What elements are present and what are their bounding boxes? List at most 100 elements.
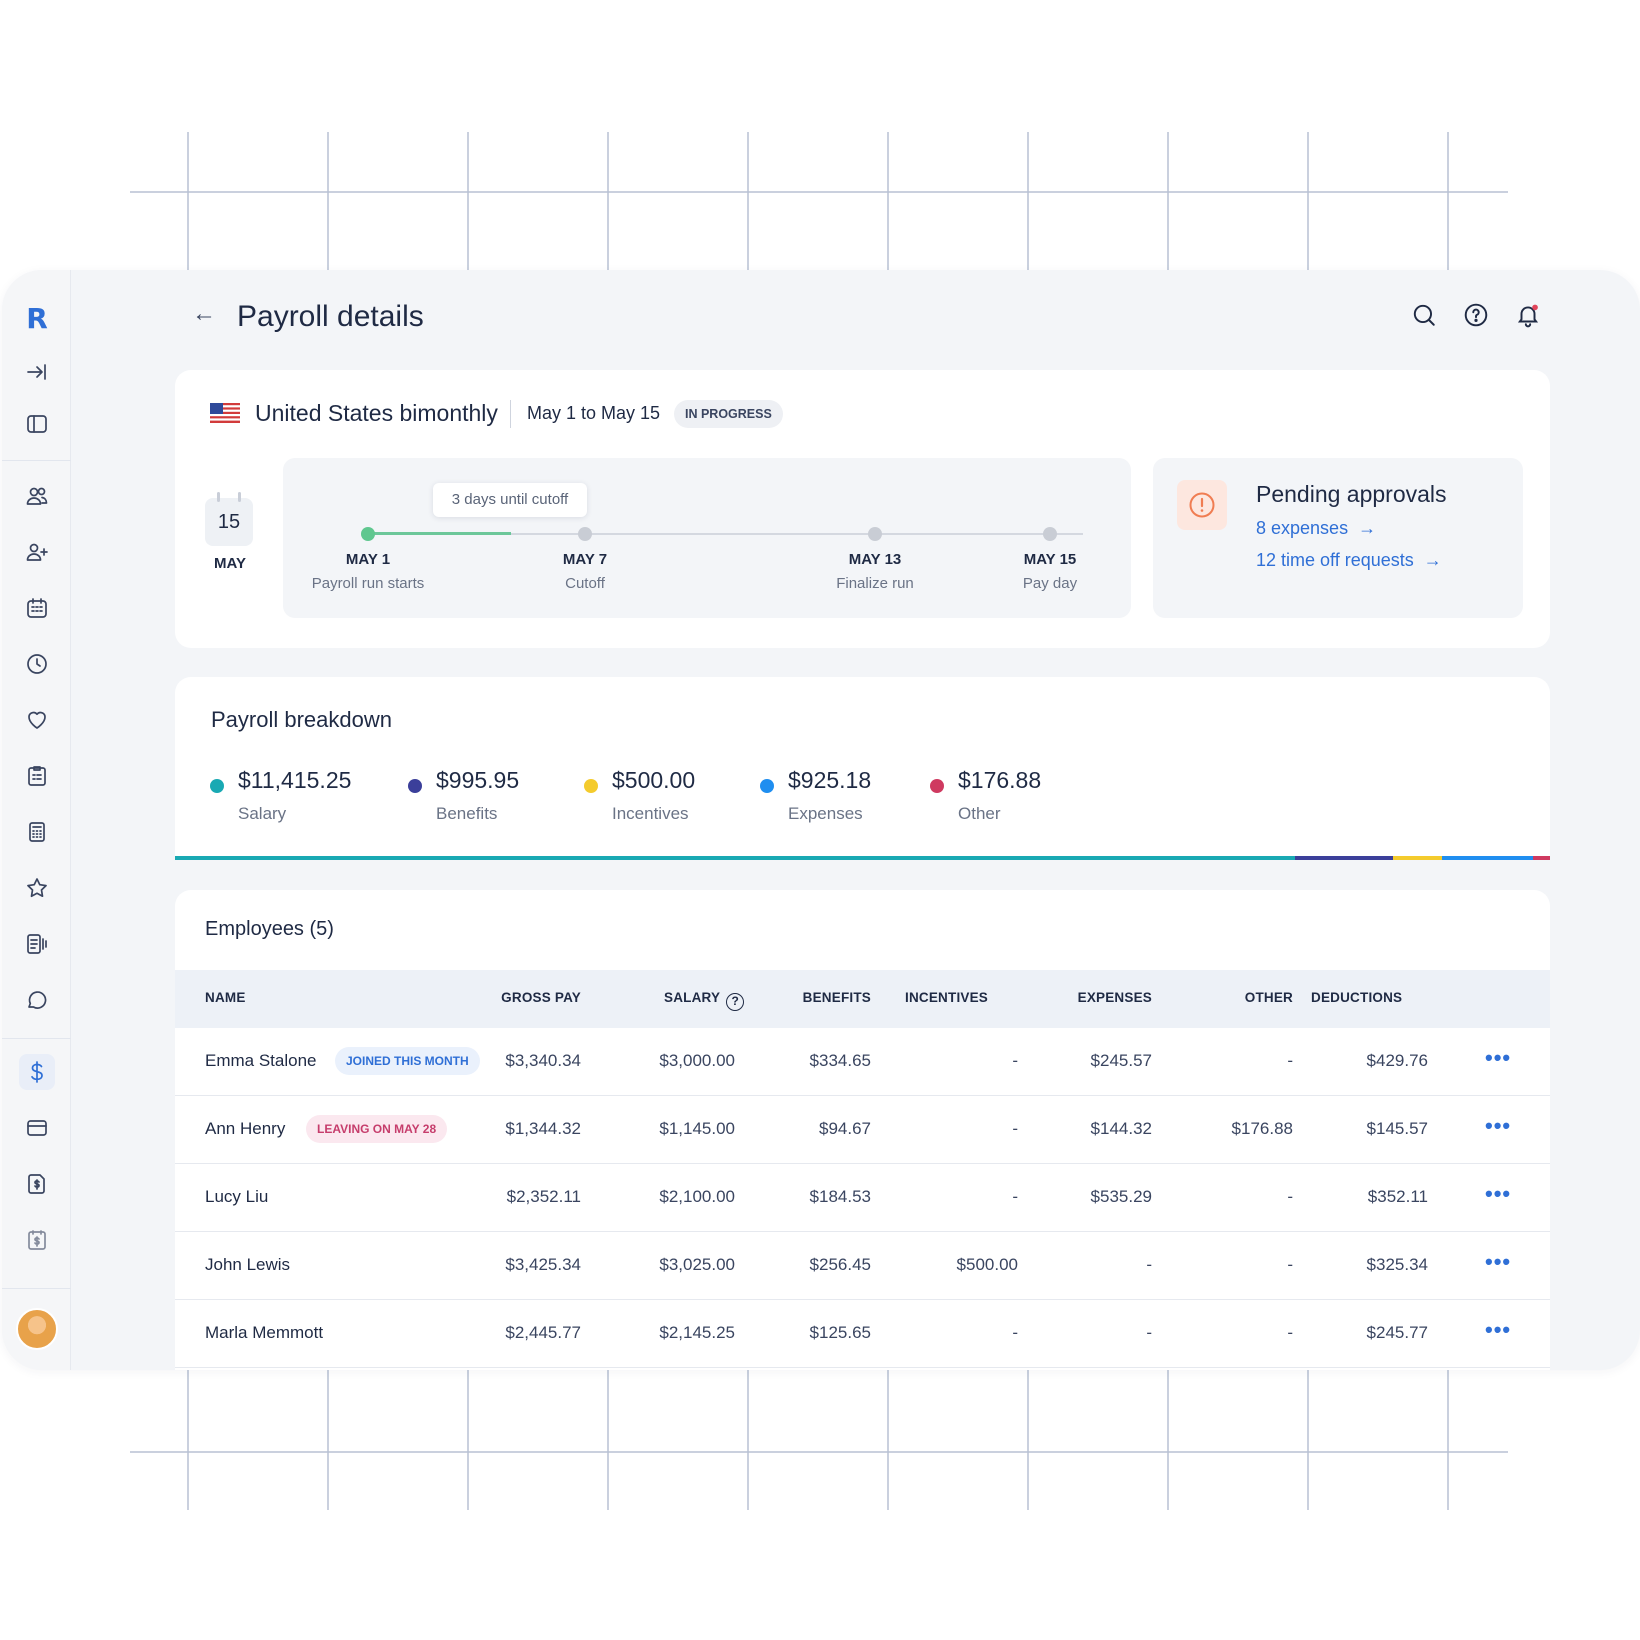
breakdown-segment xyxy=(1295,856,1393,860)
arrow-right-icon: → xyxy=(1358,518,1377,538)
logo[interactable]: R xyxy=(26,301,48,335)
breakdown-segment xyxy=(1441,856,1533,860)
gross-cell: $2,445.77 xyxy=(505,1323,581,1342)
other-cell: - xyxy=(1287,1187,1293,1206)
page-title: Payroll details xyxy=(237,300,424,333)
more-options-icon[interactable]: ••• xyxy=(1485,1181,1512,1206)
receipt-dollar-icon[interactable] xyxy=(19,1166,55,1202)
expenses-link[interactable]: 8 expenses → xyxy=(1256,518,1377,538)
payroll-run-card: United States bimonthly May 1 to May 15 … xyxy=(175,370,1550,648)
arrow-right-icon: → xyxy=(1423,550,1442,570)
incentives-cell: - xyxy=(1012,1119,1018,1138)
employee-name[interactable]: John Lewis xyxy=(205,1255,291,1274)
employee-name[interactable]: Ann Henry xyxy=(205,1119,286,1138)
user-plus-icon[interactable] xyxy=(19,534,55,570)
employees-title: Employees (5) xyxy=(205,918,334,940)
column-header[interactable]: GROSS PAY xyxy=(501,990,581,1005)
milestone-label: Pay day xyxy=(1022,575,1078,592)
cutoff-tooltip: 3 days until cutoff xyxy=(433,483,587,517)
incentives-cell: - xyxy=(1012,1051,1018,1070)
help-icon[interactable] xyxy=(1461,300,1491,330)
deductions-cell: $145.57 xyxy=(1366,1119,1428,1138)
benefits-cell: $94.67 xyxy=(819,1119,871,1138)
table-row[interactable]: Marla Memmott $2,445.77 $2,145.25 $125.65 - -… xyxy=(175,1300,1550,1368)
table-row[interactable]: John Lewis $3,425.34 $3,025.00 $256.45 $500.… xyxy=(175,1232,1550,1300)
employee-name[interactable]: Lucy Liu xyxy=(205,1187,269,1206)
back-button[interactable]: ← xyxy=(192,300,216,327)
column-header[interactable]: OTHER xyxy=(1244,990,1293,1005)
column-header[interactable]: SALARY? xyxy=(664,990,745,1011)
time-off-link[interactable]: 12 time off requests → xyxy=(1256,550,1442,570)
table-row[interactable]: Emma Stalone JOINED THIS MONTH $3,340.34 $3… xyxy=(175,1028,1550,1096)
clipboard-icon[interactable] xyxy=(19,758,55,794)
column-header[interactable]: EXPENSES xyxy=(1077,990,1152,1005)
calendar-icon[interactable] xyxy=(19,590,55,626)
dollar-icon[interactable] xyxy=(19,1054,55,1090)
pending-approvals-panel: Pending approvals 8 expenses → 12 time o… xyxy=(1153,458,1523,618)
timeline-progress xyxy=(368,532,511,535)
breakdown-bar xyxy=(175,856,1550,860)
expenses-cell: $144.32 xyxy=(1090,1119,1152,1138)
more-options-icon[interactable]: ••• xyxy=(1485,1045,1512,1070)
collapse-sidebar-icon[interactable] xyxy=(19,354,55,390)
document-icon[interactable] xyxy=(19,926,55,962)
incentives-cell: - xyxy=(1012,1187,1018,1206)
app-window: R ← Payroll details xyxy=(2,270,1640,1370)
salary-cell: $2,145.25 xyxy=(659,1323,735,1342)
column-header[interactable]: NAME xyxy=(205,990,246,1005)
other-cell: - xyxy=(1287,1255,1293,1274)
deductions-cell: $429.76 xyxy=(1366,1051,1428,1070)
milestone-date: MAY 15 xyxy=(1023,551,1077,568)
table-header: NAME GROSS PAY SALARY? BENEFITS INCENTIV… xyxy=(175,970,1550,1028)
card-icon[interactable] xyxy=(19,1110,55,1146)
breakdown-segment xyxy=(1532,856,1550,860)
column-header[interactable]: INCENTIVES xyxy=(905,990,989,1005)
deductions-cell: $325.34 xyxy=(1366,1255,1428,1274)
bell-icon[interactable] xyxy=(1513,300,1543,330)
status-badge: IN PROGRESS xyxy=(674,400,783,428)
column-header[interactable]: BENEFITS xyxy=(802,990,871,1005)
employees-card: Employees (5) NAME GROSS PAY SALARY? BEN… xyxy=(175,890,1550,1370)
other-cell: $176.88 xyxy=(1231,1119,1293,1138)
milestone-date: MAY 1 xyxy=(345,551,391,568)
more-options-icon[interactable]: ••• xyxy=(1485,1249,1512,1274)
more-options-icon[interactable]: ••• xyxy=(1485,1317,1512,1342)
incentives-cell: $500.00 xyxy=(956,1255,1018,1274)
table-row[interactable]: Lucy Liu $2,352.11 $2,100.00 $184.53 - $535.2… xyxy=(175,1164,1550,1232)
help-icon[interactable]: ? xyxy=(726,993,745,1011)
legend-dot xyxy=(408,779,422,793)
calendar-day: 15 xyxy=(217,511,241,533)
breakdown-segment xyxy=(175,856,1296,860)
clock-icon[interactable] xyxy=(19,646,55,682)
employee-name[interactable]: Emma Stalone xyxy=(205,1051,317,1070)
users-icon[interactable] xyxy=(19,478,55,514)
gross-cell: $2,352.11 xyxy=(506,1187,581,1206)
status-tag: LEAVING ON MAY 28 xyxy=(306,1115,448,1143)
invoice-dollar-icon[interactable] xyxy=(19,1222,55,1258)
star-icon[interactable] xyxy=(19,870,55,906)
calculator-icon[interactable] xyxy=(19,814,55,850)
panel-icon[interactable] xyxy=(19,406,55,442)
chat-icon[interactable] xyxy=(19,982,55,1018)
legend-dot xyxy=(210,779,224,793)
employee-name[interactable]: Marla Memmott xyxy=(205,1323,324,1342)
status-tag: JOINED THIS MONTH xyxy=(335,1047,480,1075)
calendar-month: MAY xyxy=(214,555,246,572)
expenses-cell: - xyxy=(1146,1255,1152,1274)
other-cell: - xyxy=(1287,1051,1293,1070)
calendar-date: 15 xyxy=(205,492,253,546)
avatar[interactable] xyxy=(16,1308,58,1350)
milestone-date: MAY 7 xyxy=(562,551,608,568)
expenses-cell: $245.57 xyxy=(1090,1051,1152,1070)
salary-cell: $3,000.00 xyxy=(659,1051,735,1070)
column-header[interactable]: DEDUCTIONS xyxy=(1311,990,1403,1005)
table-row[interactable]: Ann Henry LEAVING ON MAY 28 $1,344.32 $1,14… xyxy=(175,1096,1550,1164)
expenses-cell: $535.29 xyxy=(1090,1187,1152,1206)
milestone-date: MAY 13 xyxy=(848,551,902,568)
expenses-cell: - xyxy=(1146,1323,1152,1342)
heart-icon[interactable] xyxy=(19,702,55,738)
payroll-breakdown-card: Payroll breakdown $11,415.25 Salary $995… xyxy=(175,677,1550,860)
more-options-icon[interactable]: ••• xyxy=(1485,1113,1512,1138)
search-icon[interactable] xyxy=(1409,300,1439,330)
